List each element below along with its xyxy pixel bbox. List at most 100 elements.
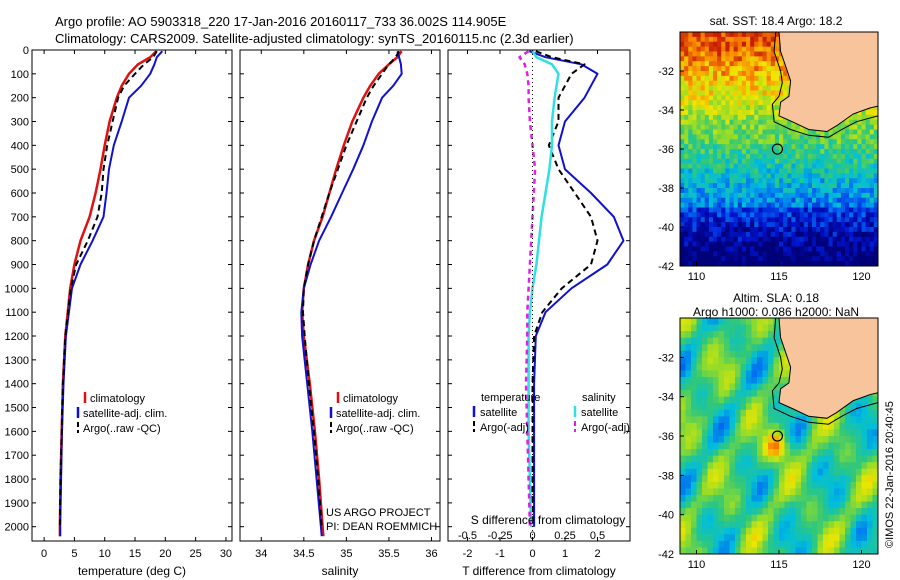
header-line-1: Argo profile: AO 5903318_220 17-Jan-2016… [55, 14, 507, 29]
map-cell [801, 508, 808, 516]
map-cell [856, 501, 863, 509]
map-cell [779, 514, 786, 522]
map-cell [691, 331, 698, 339]
map-cell [845, 188, 850, 194]
map-cell [713, 61, 718, 67]
map-cell [750, 80, 755, 87]
map-cell [766, 241, 772, 248]
map-cell [751, 409, 758, 417]
map-cell [779, 129, 784, 135]
map-cell [790, 455, 797, 463]
map-cell [867, 488, 874, 496]
map-cell [721, 236, 726, 243]
map-cell [680, 158, 685, 165]
map-cell [707, 488, 714, 496]
map-cell [832, 261, 838, 266]
map-cell [803, 227, 809, 233]
map-cell [795, 197, 801, 204]
map-cell [721, 197, 726, 204]
map-cell [729, 192, 735, 199]
map-cell [779, 261, 784, 266]
map-cell [750, 158, 755, 165]
map-cell [803, 149, 809, 155]
map-cell [735, 429, 742, 437]
map-cell [718, 396, 725, 404]
map-cell [762, 449, 769, 457]
map-cell [754, 231, 759, 238]
map-cell [680, 547, 687, 554]
map-cell [729, 331, 736, 339]
map-cell [828, 222, 834, 228]
header-line-2: Climatology: CARS2009. Satellite-adjuste… [55, 31, 574, 46]
map-cell [857, 212, 863, 218]
map-cell [751, 534, 758, 542]
map-cell [746, 75, 751, 82]
map-cell [704, 207, 710, 213]
map-cell [696, 256, 702, 262]
map-cell [784, 363, 791, 372]
map-cell [729, 534, 736, 542]
map-cell [713, 422, 720, 431]
map-cell [724, 501, 731, 509]
map-cell [849, 227, 854, 233]
map-cell [704, 100, 710, 106]
map-cell [757, 403, 764, 411]
map-cell [707, 501, 714, 509]
map-cell [799, 231, 805, 238]
map-cell [729, 124, 735, 131]
map-cell [832, 173, 838, 179]
map-cell [680, 56, 685, 62]
map-cell [865, 217, 871, 223]
map-cell [790, 422, 797, 431]
map-cell [721, 114, 726, 121]
map-cell [692, 261, 698, 266]
map-cell [856, 540, 863, 549]
map-cell [779, 66, 784, 72]
map-cell [807, 202, 813, 209]
map-cell [840, 241, 846, 248]
map-cell [725, 110, 731, 116]
map-cell [856, 508, 863, 516]
map-cell [696, 90, 702, 96]
map-cell [758, 105, 764, 111]
map-cell [704, 163, 710, 170]
map-cell [762, 222, 768, 228]
map-cell [696, 521, 703, 529]
map-cell [729, 217, 735, 223]
map-cell [692, 124, 698, 131]
map-cell [692, 251, 698, 257]
map-cell [729, 429, 736, 437]
map-cell [845, 183, 850, 189]
map-cell [724, 331, 731, 339]
map-cell [853, 231, 858, 238]
map-cell [849, 178, 854, 184]
map-cell [784, 416, 791, 424]
map-cell [754, 134, 759, 140]
map-cell [692, 90, 698, 96]
map-cell [807, 241, 813, 248]
map-cell [784, 488, 791, 496]
map-cell [750, 119, 755, 126]
map-cell [828, 241, 834, 248]
map-cell [700, 188, 706, 194]
map-cell [707, 547, 714, 554]
map-cell [849, 119, 854, 126]
map-cell [735, 501, 742, 509]
map-cell [824, 241, 830, 248]
map-cell [762, 547, 769, 554]
map-cell [708, 75, 714, 82]
map-cell [741, 32, 747, 38]
map-cell [861, 436, 868, 444]
map-cell [799, 241, 805, 248]
map-cell [774, 85, 780, 92]
map-cell [685, 508, 692, 516]
map-cell [702, 422, 709, 431]
map-cell [784, 514, 791, 522]
map-cell [746, 192, 751, 199]
x-tick-label: 35.5 [378, 548, 399, 560]
map-cell [757, 429, 764, 437]
map-cell [746, 429, 753, 437]
map-cell [708, 66, 714, 72]
map-cell [700, 110, 706, 116]
